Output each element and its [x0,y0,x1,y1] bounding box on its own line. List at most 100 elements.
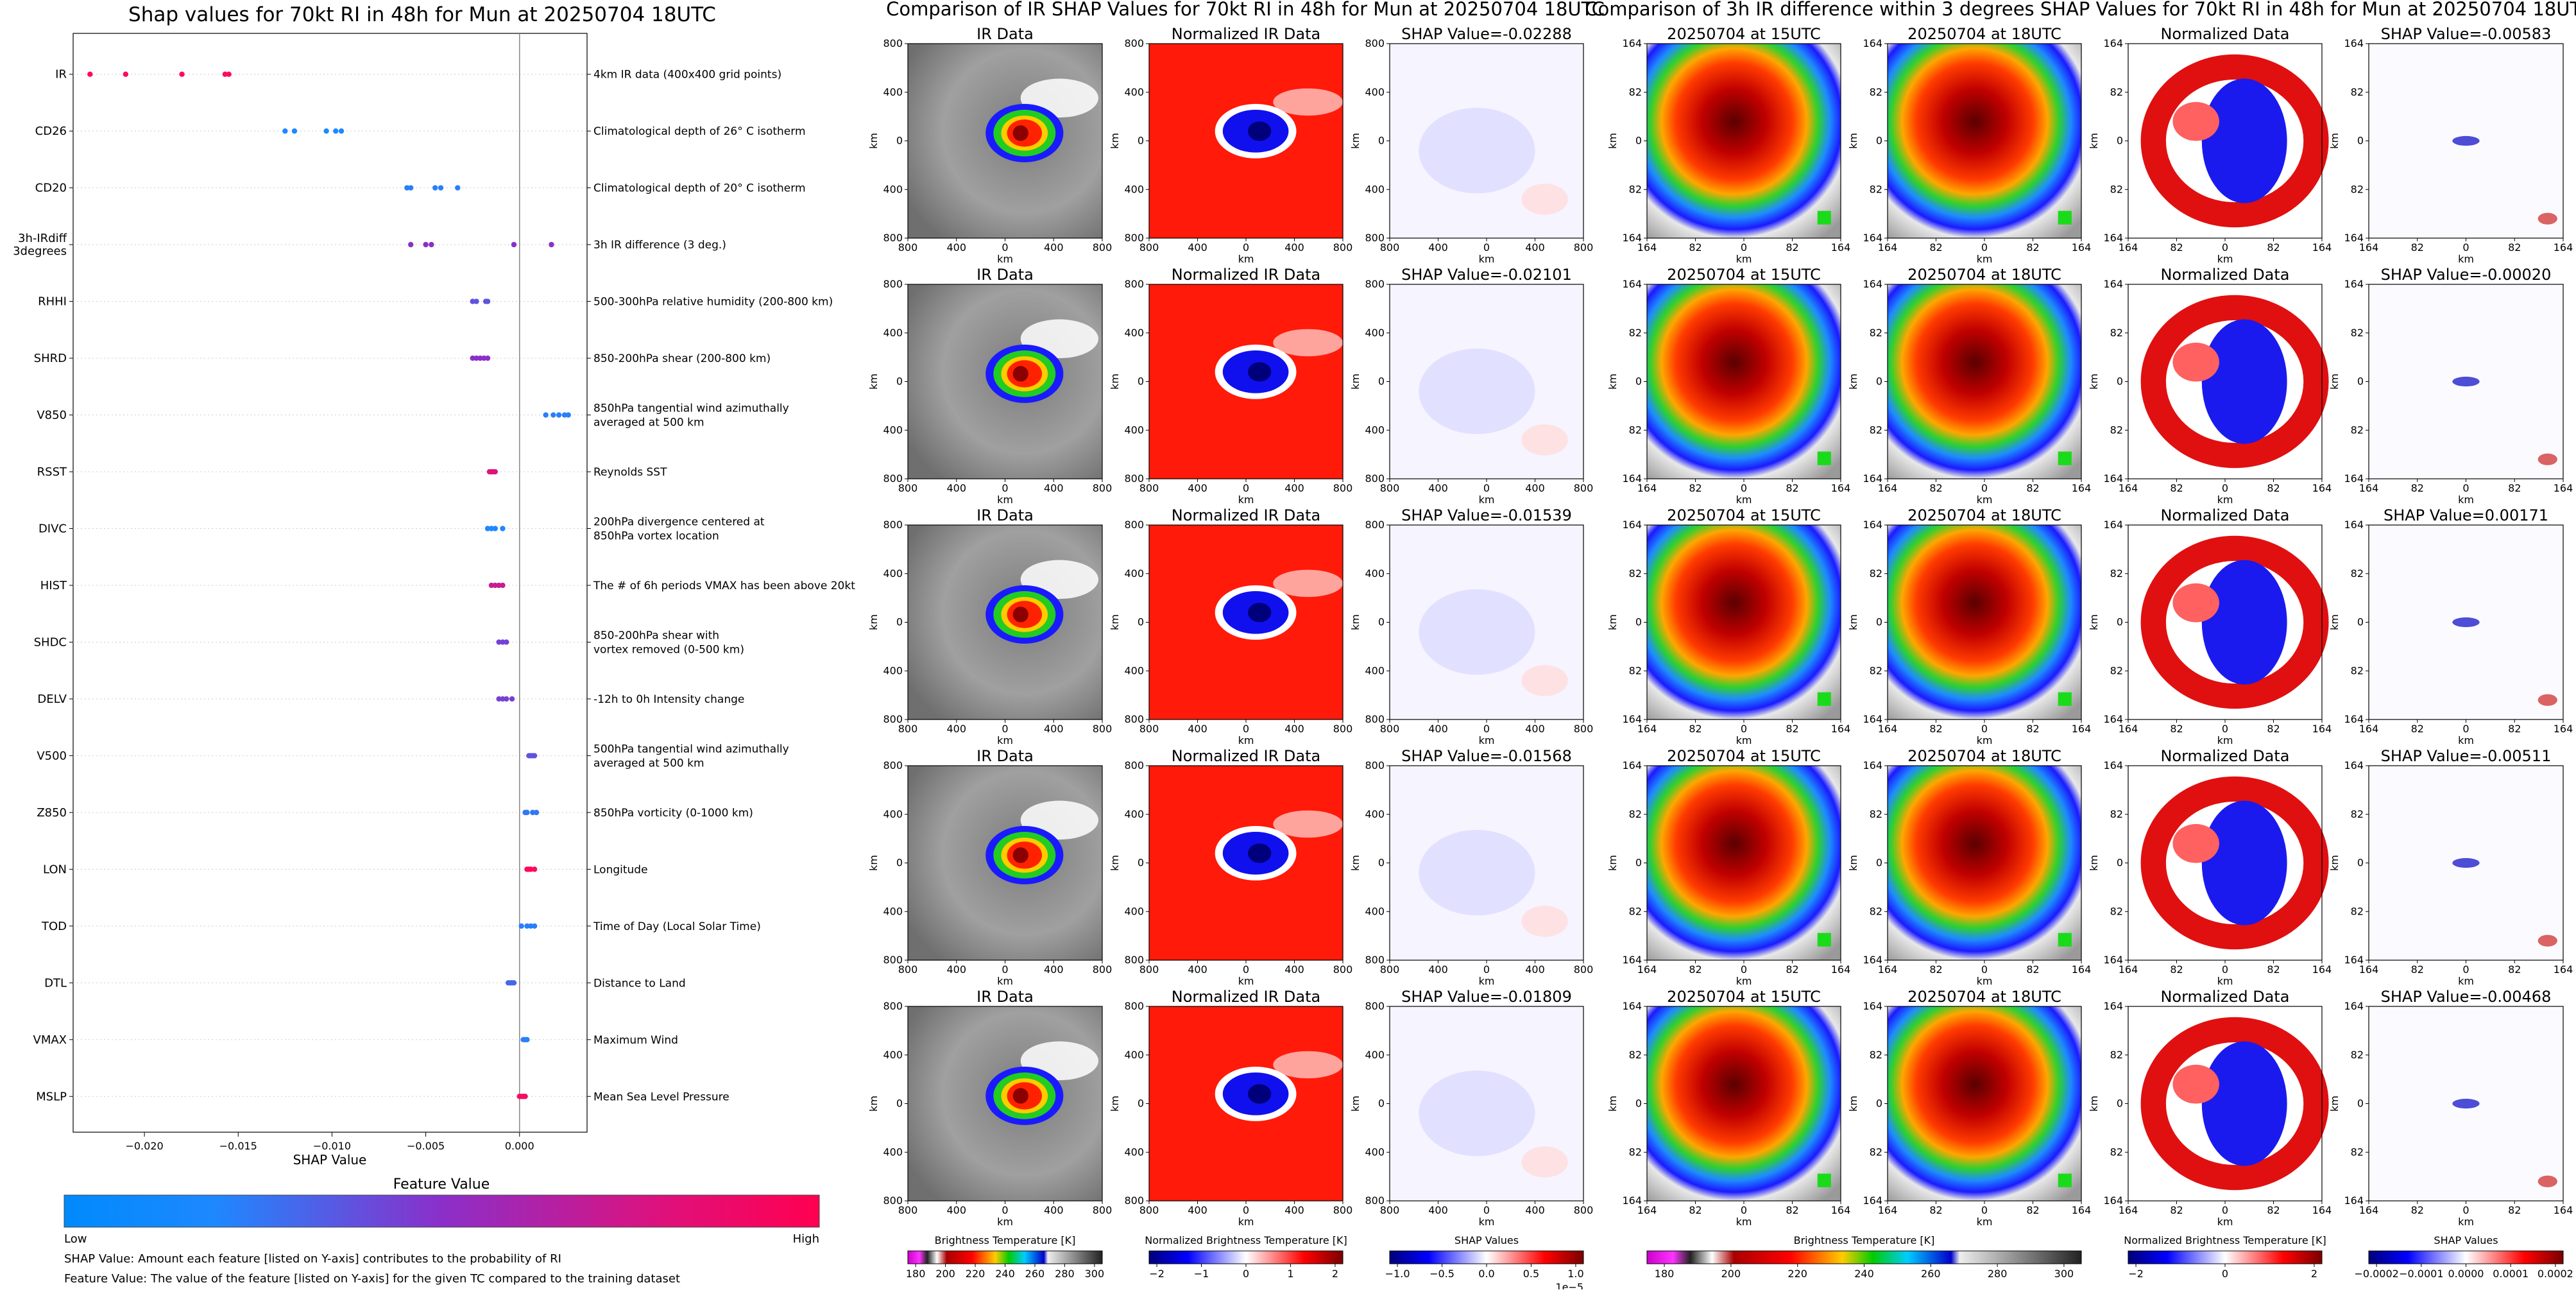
y-tick-label: 82 [2110,905,2123,917]
y-tick-label: 800 [1124,278,1144,290]
y-tick-label: 164 [1863,278,1882,290]
y-tick-label: 164 [2344,1194,2364,1207]
x-tick-label: 164 [2072,241,2092,254]
y-tick-label: 164 [2344,1000,2364,1012]
y-tick-label: 82 [1870,1146,1882,1158]
shap-point [333,128,339,134]
y-tick-label: 82 [1629,327,1642,339]
y-axis-label: km [1109,614,1121,630]
image-panel: 20250704 at 18UTC1641648282008282164164k… [1847,747,2091,987]
y-tick-label: 800 [1365,37,1385,49]
panel-title: Normalized IR Data [1172,25,1320,43]
feature-label: LON [43,863,67,876]
y-axis-label: km [1349,374,1361,390]
x-tick-label: 164 [2119,723,2138,735]
x-tick-label: 0 [1483,963,1490,976]
y-tick-label: 0 [2357,1098,2364,1110]
image-panel: 20250704 at 15UTC1641648282008282164164k… [1607,25,1850,265]
x-tick-label: 82 [2026,241,2039,254]
x-axis-label: km [1479,975,1495,987]
x-axis-label: km [2458,734,2474,746]
y-tick-label: 400 [1365,567,1385,580]
x-tick-label: 164 [2312,482,2332,494]
x-axis-label: km [1479,734,1495,746]
y-tick-label: 0 [1635,616,1642,628]
y-tick-label: 82 [1629,424,1642,436]
normdiff-red-patch [2172,342,2219,382]
image-panel: 20250704 at 18UTC1641648282008282164164k… [1847,506,2091,746]
panel-title: Normalized Data [2160,988,2289,1006]
x-axis-label: km [997,253,1013,265]
y-tick-label: 400 [883,567,903,580]
x-tick-label: 400 [1044,963,1064,976]
y-axis-label: km [1607,614,1619,630]
x-tick-label: 82 [2170,963,2183,976]
panel-title: 20250704 at 18UTC [1907,25,2061,43]
diffshap-corner-blob [2538,453,2557,465]
feature-label: DIVC [38,522,67,536]
x-tick-label: 400 [1044,723,1064,735]
norm-cloud-band [1273,569,1343,598]
x-axis-label: km [2458,1216,2474,1228]
colorbar-tick-label: 300 [2054,1268,2074,1280]
y-tick-label: 0 [1876,1098,1882,1110]
shap-point [429,241,434,248]
y-tick-label: 164 [1863,954,1882,966]
x-tick-label: 164 [1878,482,1898,494]
y-tick-label: 164 [2103,954,2123,966]
y-tick-label: 0 [1138,375,1144,388]
colorbar-bar [1646,1250,2082,1264]
y-tick-label: 0 [1876,616,1882,628]
y-tick-label: 800 [1124,472,1144,485]
x-tick-label: 164 [2072,963,2092,976]
x-tick-label: 0 [2462,723,2469,735]
shap-point [408,241,414,248]
y-axis-label: km [1607,374,1619,390]
y-tick-label: 82 [1870,905,1882,917]
shap-red-patch [1521,1146,1568,1178]
x-tick-label: 82 [1786,723,1798,735]
feature-label: VMAX [33,1033,67,1047]
x-tick-label: 400 [1044,482,1064,494]
panel-title: 20250704 at 18UTC [1907,506,2061,524]
y-tick-label: 164 [2344,232,2364,244]
x-axis-label: km [2458,494,2474,506]
colorbar-tick-label: 240 [1854,1268,1874,1280]
y-tick-label: 800 [1124,519,1144,531]
diff-background [1888,284,2081,479]
y-tick-label: 0 [896,1098,903,1110]
diff-corner-spot [1817,933,1831,947]
feature-label: 3h-IRdiff 3degrees [13,232,67,258]
diffshap-corner-blob [2538,694,2557,706]
x-tick-label: 164 [2554,482,2573,494]
y-tick-label: 800 [883,713,903,725]
image-panel: Normalized IR Data8008004004000040040080… [1109,988,1352,1228]
x-tick-label: 400 [1428,723,1448,735]
colorbar-tick-label: −0.0002 [2354,1268,2398,1280]
panel-title: Normalized IR Data [1172,988,1320,1006]
shap-point [323,128,329,134]
x-tick-label: 164 [2554,963,2573,976]
y-tick-label: 0 [1635,135,1642,147]
x-axis-label: km [1238,253,1254,265]
x-tick-label: 82 [2508,241,2521,254]
shap-point [226,71,232,77]
feature-description: Time of Day (Local Solar Time) [593,920,761,933]
y-tick-label: 800 [883,519,903,531]
colorbar-tick-label: −0.5 [1429,1268,1454,1280]
x-tick-label: 800 [1139,963,1159,976]
x-tick-label: 0 [1981,723,1988,735]
y-tick-label: 800 [1365,472,1385,485]
norm-eye [1248,362,1272,382]
x-tick-label: 0 [1741,1204,1747,1216]
x-tick-label: 164 [1831,1204,1851,1216]
x-tick-label: 164 [2312,723,2332,735]
summary-plot: Shap values for 70kt RI in 48h for Mun a… [13,3,855,1286]
y-tick-label: 0 [896,375,903,388]
shap-point [533,809,540,816]
x-tick-label: 800 [1333,723,1353,735]
x-tick-label: 82 [1689,963,1702,976]
y-tick-label: 0 [2117,135,2123,147]
y-tick-label: 164 [2103,37,2123,49]
colorbar-tick-label: 180 [906,1268,926,1280]
